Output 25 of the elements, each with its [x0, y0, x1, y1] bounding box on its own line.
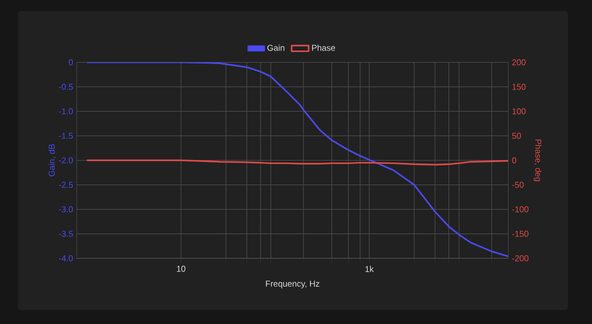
y2-tick-label: 100	[512, 108, 526, 114]
y2-tick-label: 150	[512, 84, 526, 90]
y-tick-label: -1.0	[58, 108, 73, 114]
y2-tick-label: 200	[512, 59, 526, 66]
y2-tick-label: -100	[512, 206, 528, 212]
x-tick-label: 1k	[365, 266, 374, 272]
y-tick-label: -2.5	[58, 182, 73, 188]
legend-label: Phase	[312, 44, 336, 51]
y-tick-label: -3.5	[58, 230, 73, 237]
legend-label: Gain	[267, 44, 284, 51]
y-tick-label: -2.0	[58, 157, 73, 164]
x-tick-label: 10	[176, 266, 186, 272]
y2-tick-label: -150	[512, 230, 528, 237]
y-tick-label: -0.5	[58, 84, 73, 90]
y2-tick-label: 50	[512, 132, 521, 139]
y-tick-label: -3.0	[58, 206, 73, 212]
x-axis-title: Frequency, Hz	[266, 280, 320, 288]
y2-tick-label: 0	[512, 157, 516, 164]
y2-tick-label: -200	[512, 255, 528, 262]
y-axis-title: Gain, dB	[48, 144, 56, 176]
y2-tick-label: -50	[512, 182, 524, 188]
y-tick-label: -1.5	[58, 132, 73, 139]
y-tick-label: 0	[68, 59, 73, 66]
y-tick-label: -4.0	[58, 255, 73, 262]
y2-axis-title: Phase, deg	[534, 140, 542, 182]
